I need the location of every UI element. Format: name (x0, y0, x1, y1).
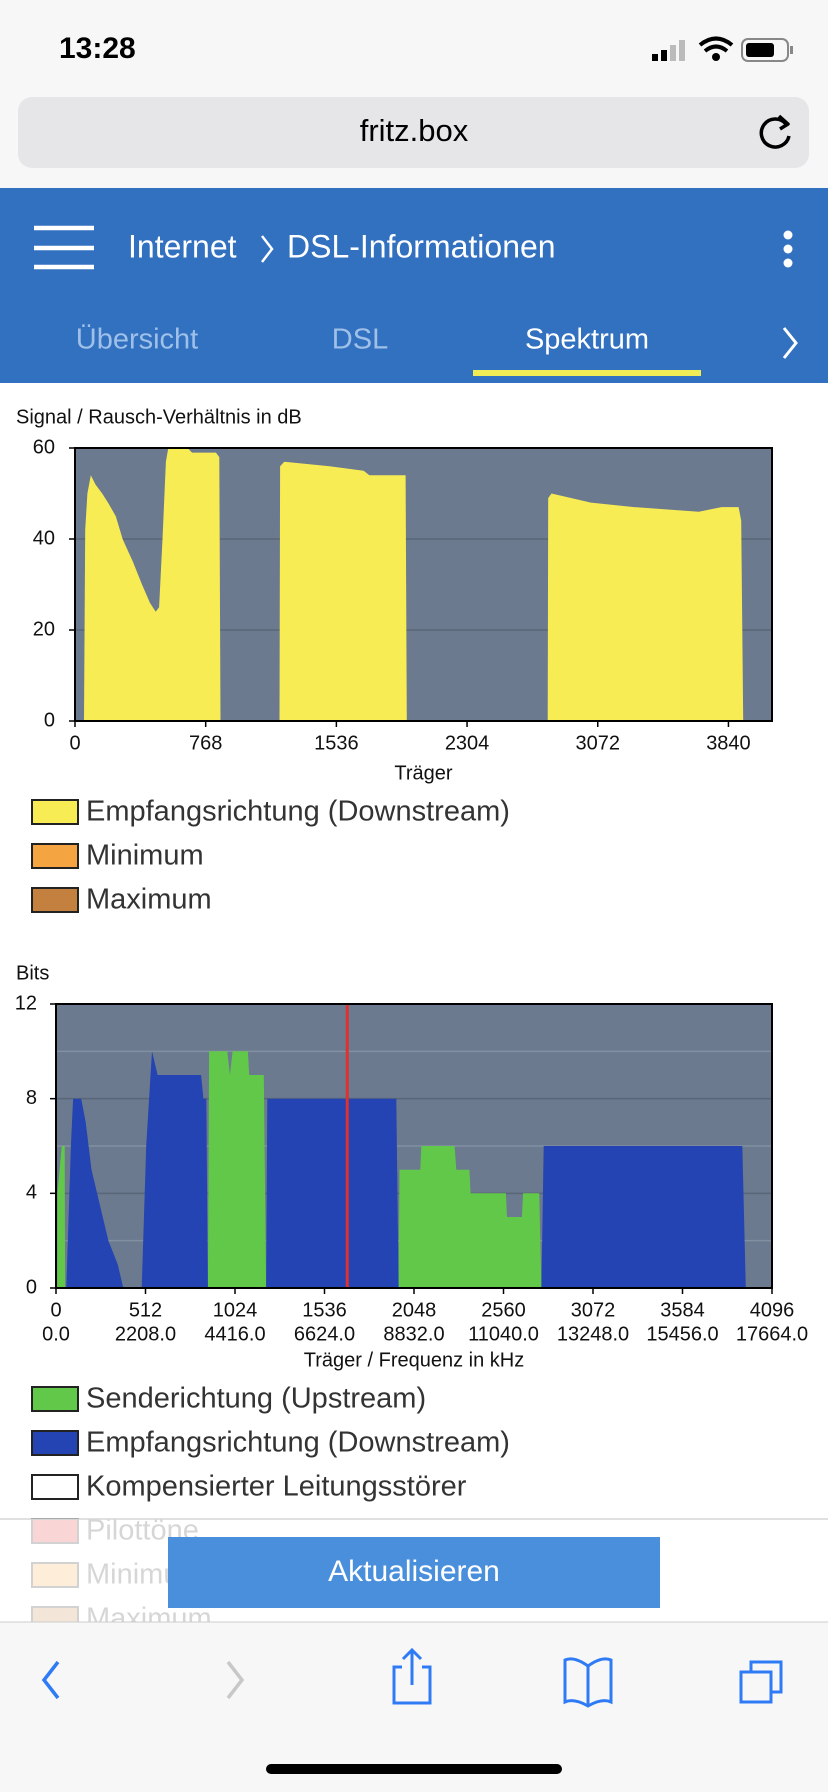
reload-button[interactable] (759, 114, 791, 149)
x-axis-label: Träger (394, 762, 453, 784)
x2-tick-label: 8832.0 (383, 1323, 444, 1345)
tab[interactable]: DSL (332, 324, 388, 356)
y-tick-label: 20 (33, 618, 55, 640)
browser-toolbar (0, 1621, 828, 1792)
y-tick-label: 60 (33, 436, 55, 458)
y-tick-label: 4 (26, 1182, 37, 1204)
tab-indicator (473, 370, 701, 376)
x2-tick-label: 2208.0 (115, 1323, 176, 1345)
share-button[interactable] (392, 1647, 432, 1705)
y-tick-label: 40 (33, 527, 55, 549)
spectrum-area (57, 1051, 542, 1288)
x-tick-label: 3072 (576, 732, 621, 754)
bookmarks-button[interactable] (563, 1657, 613, 1708)
x-tick-label: 3072 (571, 1299, 616, 1321)
legend-swatch (31, 843, 79, 869)
tab[interactable]: Spektrum (525, 324, 649, 356)
y-tick-label: 0 (44, 709, 55, 731)
x-tick-label: 2048 (392, 1299, 437, 1321)
x-tick-label: 2304 (445, 732, 490, 754)
legend-swatch (31, 887, 79, 913)
y-tick-label: 0 (26, 1276, 37, 1298)
menu-button[interactable] (34, 225, 94, 270)
x2-tick-label: 15456.0 (646, 1323, 718, 1345)
x2-tick-label: 11040.0 (468, 1323, 539, 1345)
x-tick-label: 2560 (481, 1299, 526, 1321)
x-tick-label: 1024 (213, 1299, 258, 1321)
legend-label: Minimum (86, 840, 204, 872)
x-tick-label: 1536 (314, 732, 359, 754)
tab[interactable]: Übersicht (76, 324, 199, 356)
plot-frame (74, 447, 773, 722)
chart-title: Signal / Rausch-Verhältnis in dB (16, 406, 302, 428)
refresh-button[interactable] (168, 1537, 660, 1608)
x-axis-label: Träger / Frequenz in kHz (304, 1349, 524, 1371)
spectrum-area (66, 1051, 746, 1288)
legend-label: Kompensierter Leitungsstörer (86, 1471, 467, 1503)
legend-label: Empfangsrichtung (Downstream) (86, 796, 510, 828)
x2-tick-label: 17664.0 (736, 1323, 808, 1345)
x-tick-label: 1536 (302, 1299, 347, 1321)
chart-title: Bits (16, 962, 49, 984)
legend-label: Maximum (86, 884, 212, 916)
url-bar[interactable] (18, 97, 809, 168)
breadcrumb-item: DSL-Informationen (287, 228, 556, 264)
legend-swatch (31, 799, 79, 825)
breadcrumb-separator (261, 235, 274, 263)
back-button[interactable] (41, 1660, 60, 1700)
legend-swatch (31, 1474, 79, 1500)
x-tick-label: 0 (50, 1299, 61, 1321)
status-icons (652, 36, 793, 62)
x-tick-label: 4096 (750, 1299, 795, 1321)
legend-swatch (31, 1430, 79, 1456)
forward-button[interactable] (226, 1660, 245, 1700)
y-tick-label: 8 (26, 1087, 37, 1109)
app-header (0, 188, 828, 383)
x2-tick-label: 13248.0 (557, 1323, 629, 1345)
legend-swatch (31, 1386, 79, 1412)
x2-tick-label: 4416.0 (204, 1323, 265, 1345)
breadcrumb-item[interactable]: Internet (128, 228, 237, 264)
x-tick-label: 512 (129, 1299, 162, 1321)
status-time: 13:28 (59, 32, 136, 65)
action-bar: Aktualisieren (0, 1518, 828, 1622)
charts: Signal / Rausch-Verhältnis in dB02040600… (15, 406, 808, 1634)
x-tick-label: 3840 (706, 732, 751, 754)
legend-label: Empfangsrichtung (Downstream) (86, 1427, 510, 1459)
x2-tick-label: 0.0 (42, 1323, 70, 1345)
x-tick-label: 3584 (660, 1299, 705, 1321)
refresh-button-label[interactable]: Aktualisieren (328, 1555, 500, 1588)
more-button[interactable] (783, 230, 793, 268)
x2-tick-label: 6624.0 (294, 1323, 355, 1345)
spectrum-area (84, 448, 744, 721)
y-tick-label: 12 (15, 992, 37, 1014)
tabs-button[interactable] (739, 1660, 783, 1704)
url-text[interactable]: fritz.box (360, 113, 469, 148)
x-tick-label: 0 (69, 732, 80, 754)
x-tick-label: 768 (189, 732, 222, 754)
home-indicator (266, 1764, 562, 1774)
legend-label: Senderichtung (Upstream) (86, 1383, 426, 1415)
tab-scroll-button[interactable] (782, 327, 798, 359)
